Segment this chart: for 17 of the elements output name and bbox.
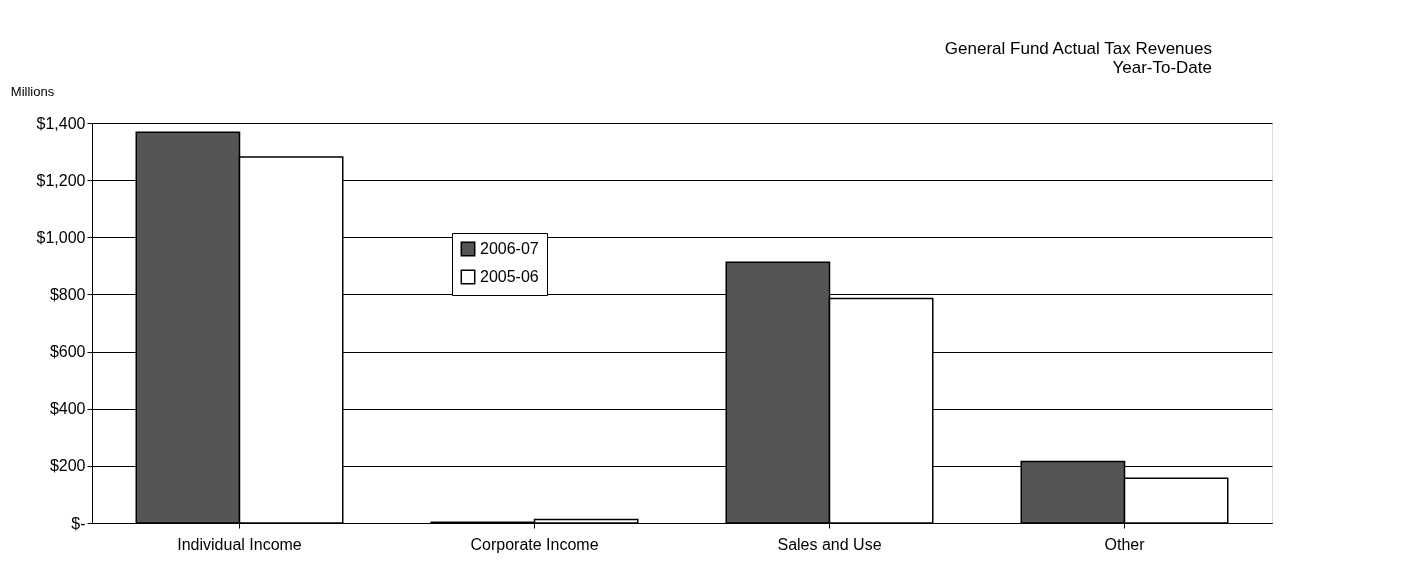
legend-label: 2006-07 — [480, 240, 539, 257]
y-tick-label: $600 — [49, 343, 86, 361]
y-tick-label: $200 — [49, 457, 86, 475]
text: Year-To-Date — [1112, 58, 1212, 77]
x-tick-label: Individual Income — [177, 535, 302, 553]
x-tick-label: Corporate Income — [470, 535, 599, 553]
y-tick-label: $800 — [49, 285, 86, 303]
y-tick-label: $1,200 — [36, 171, 86, 189]
y-tick-label: $1,400 — [36, 114, 86, 132]
y-tick-label: $1,000 — [36, 228, 86, 246]
y-axis-title: Millions — [10, 83, 55, 99]
text: General Fund Actual Tax Revenues — [944, 39, 1212, 58]
y-tick-label: $400 — [49, 400, 86, 418]
y-tick-label: $- — [71, 514, 86, 532]
x-tick-label: Other — [1104, 535, 1146, 553]
legend-label: 2005-06 — [480, 268, 539, 285]
x-tick-label: Sales and Use — [777, 535, 882, 553]
